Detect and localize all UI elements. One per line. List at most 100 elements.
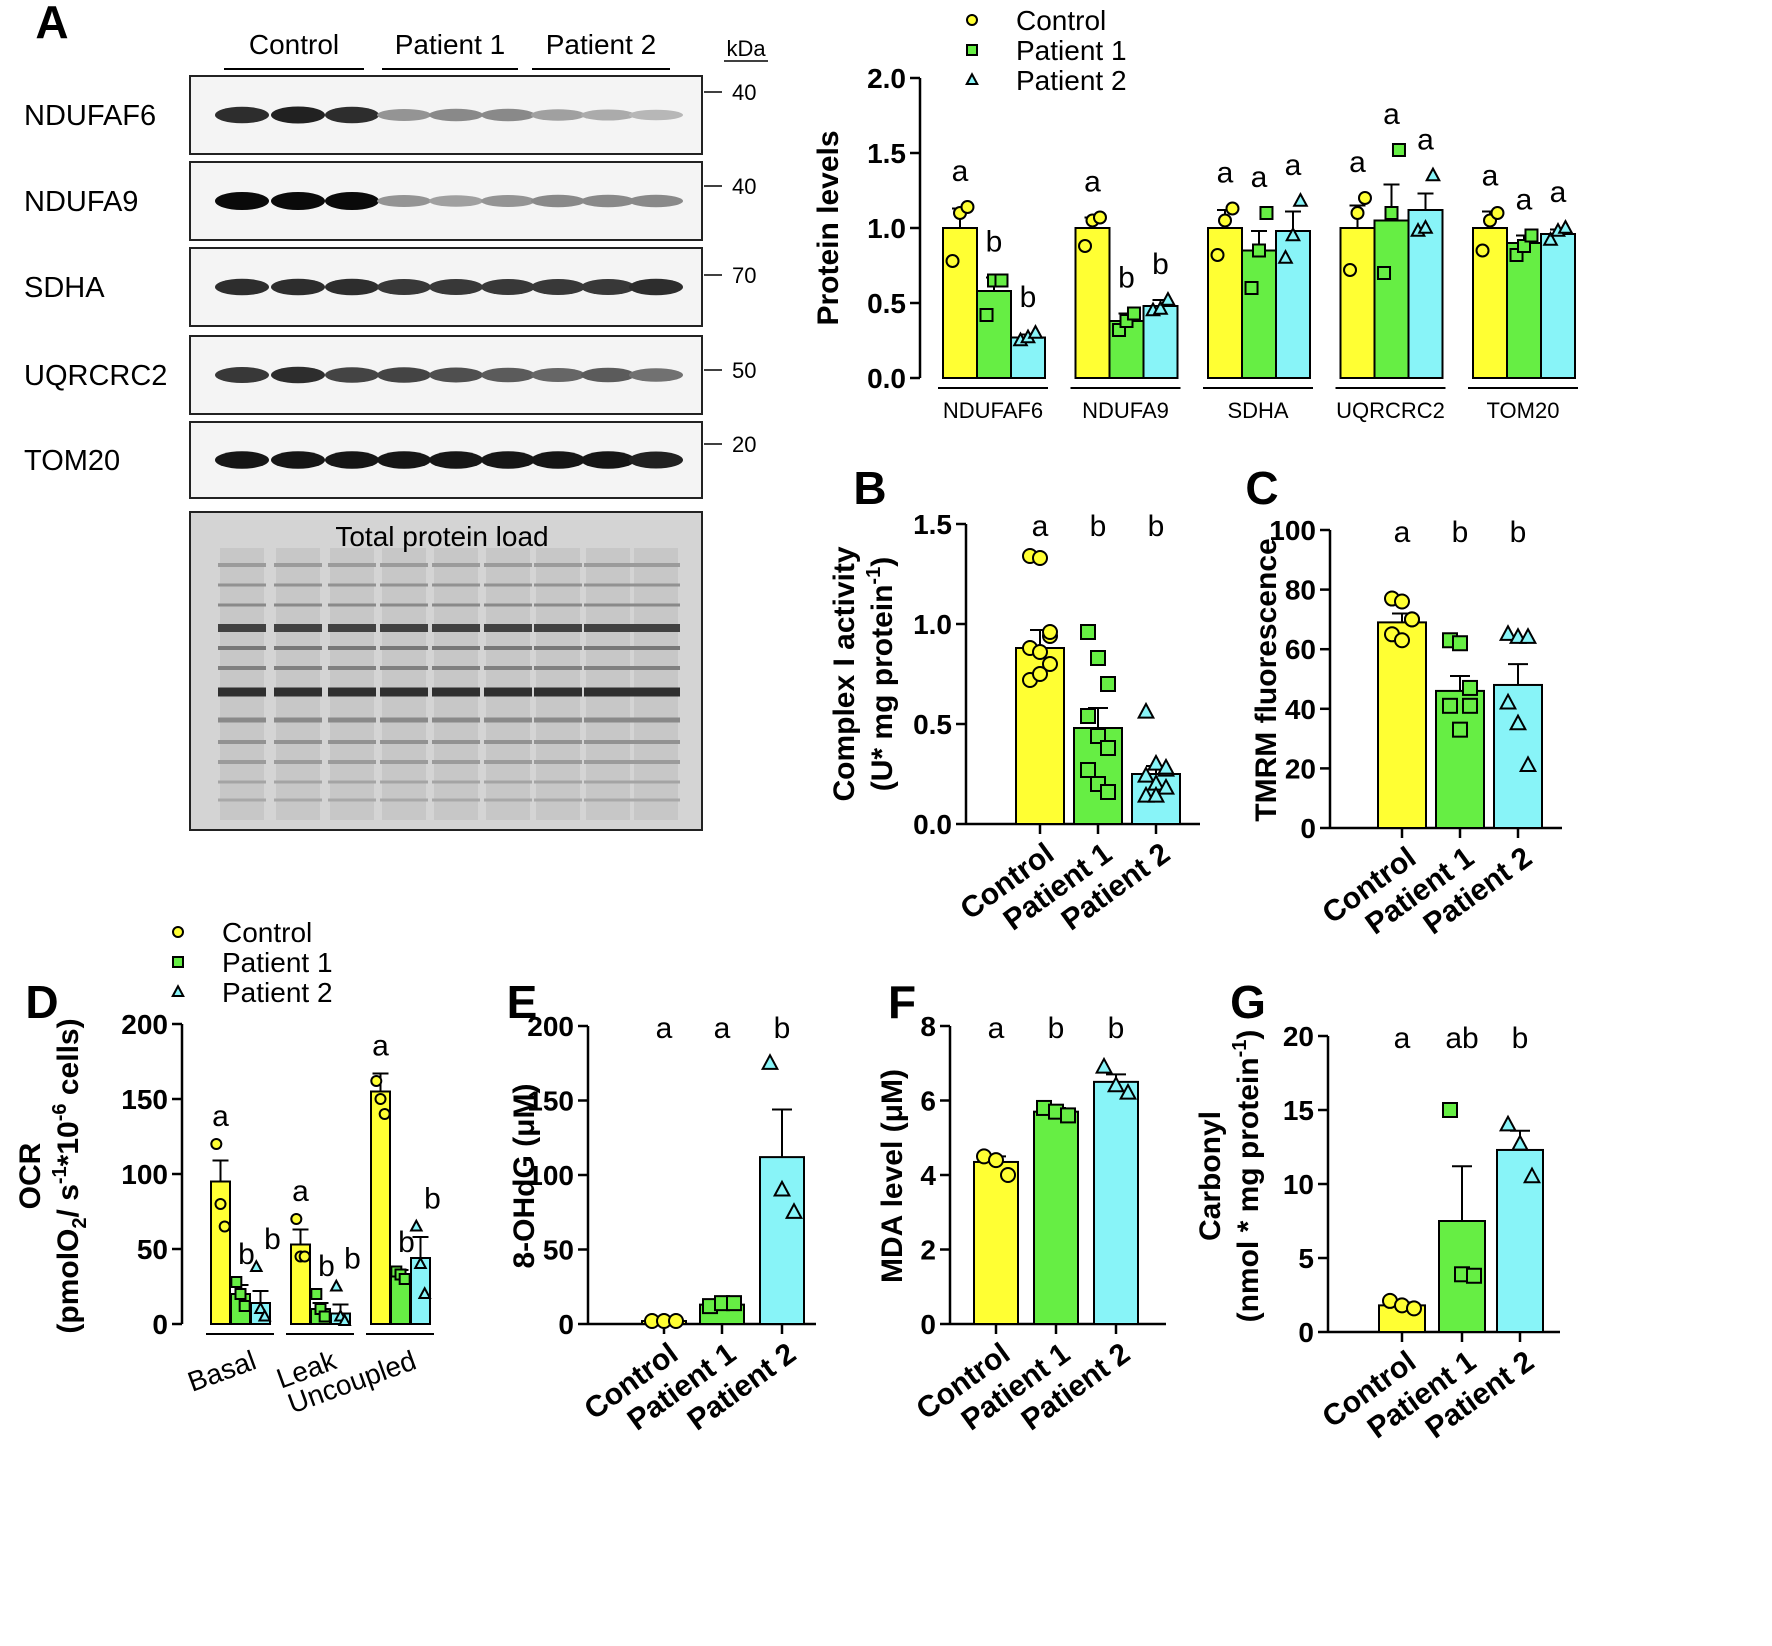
data-point xyxy=(257,1308,272,1322)
data-point xyxy=(398,1273,411,1285)
gel-band xyxy=(534,780,582,784)
bar xyxy=(942,227,978,379)
y-tick-label: 40 xyxy=(1285,694,1316,725)
blot-group-label: Control xyxy=(249,29,339,60)
gel-band xyxy=(274,646,322,650)
significance-letter: b xyxy=(986,226,1003,259)
data-point xyxy=(1442,697,1458,714)
data-point xyxy=(238,1300,251,1312)
data-point xyxy=(1452,721,1468,738)
y-axis-label: OCR xyxy=(14,1142,47,1209)
y-tick-label: 50 xyxy=(137,1234,168,1265)
data-point xyxy=(290,1213,303,1225)
gel-band xyxy=(534,687,582,697)
significance-letter: b xyxy=(1020,281,1037,314)
data-point xyxy=(994,273,1009,288)
kda-value: 40 xyxy=(732,80,756,105)
kda-value: 20 xyxy=(732,432,756,457)
blot-band xyxy=(377,279,431,295)
blot-band xyxy=(215,451,269,469)
gel-band xyxy=(380,646,428,650)
data-point xyxy=(1146,785,1166,803)
panel-letter: F xyxy=(888,976,916,1028)
gel-band xyxy=(432,687,480,697)
data-point xyxy=(337,1313,352,1326)
data-point xyxy=(310,1288,323,1300)
gel-band xyxy=(218,603,266,607)
gel-band xyxy=(432,740,480,744)
y-axis-label: Complex I activity xyxy=(828,546,861,801)
gel-lane xyxy=(330,548,374,820)
gel-band xyxy=(380,740,428,744)
data-point xyxy=(210,1138,223,1150)
gel-band xyxy=(380,798,428,802)
data-point xyxy=(1417,218,1434,234)
data-point xyxy=(1498,692,1518,710)
significance-letter: b xyxy=(1090,510,1107,543)
gel-band xyxy=(484,780,532,784)
data-point xyxy=(1357,191,1372,205)
blot-band xyxy=(531,368,585,382)
data-point xyxy=(1498,1114,1518,1132)
significance-letter: b xyxy=(264,1223,281,1256)
y-tick-label: 20 xyxy=(1283,1021,1314,1052)
data-point xyxy=(1218,213,1232,228)
blot-band xyxy=(629,194,683,208)
significance-letter: b xyxy=(398,1226,415,1259)
western-blot-panel: A Control Patient 1 Patient 2 kDa NDUFAF6 40 ND… xyxy=(24,0,768,831)
y-tick-label: 0 xyxy=(920,1309,936,1340)
category-label: UQRCRC2 xyxy=(1336,398,1445,423)
gel-band xyxy=(328,666,376,670)
data-point xyxy=(417,1286,432,1299)
gel-band xyxy=(632,760,680,764)
y-tick-label: 150 xyxy=(121,1084,168,1115)
blot-band xyxy=(271,192,325,210)
gel-band xyxy=(380,780,428,784)
y-tick-label: 0.0 xyxy=(867,363,906,394)
gel-band xyxy=(328,717,376,723)
data-point xyxy=(1475,243,1490,258)
blot-band xyxy=(581,109,635,121)
gel-band xyxy=(534,583,582,587)
gel-band xyxy=(218,583,266,587)
blot-band xyxy=(629,109,683,121)
gel-band xyxy=(632,666,680,670)
significance-letter: a xyxy=(1285,149,1302,182)
y-label-part: / s xyxy=(52,1184,85,1217)
y-tick-label: 100 xyxy=(1269,515,1316,546)
y-tick-label: 0 xyxy=(1298,1317,1314,1348)
gel-band xyxy=(632,583,680,587)
panel-letter: B xyxy=(853,462,886,514)
y-label-part: -1 xyxy=(1229,1040,1251,1058)
significance-letter: b xyxy=(1452,516,1469,549)
bar xyxy=(1033,1110,1079,1326)
gel-band xyxy=(584,666,632,670)
gel-band xyxy=(328,603,376,607)
data-point xyxy=(1517,239,1531,253)
significance-letter: a xyxy=(1349,146,1366,179)
y-axis-label: MDA level (μM) xyxy=(876,1069,909,1283)
gel-band xyxy=(584,583,632,587)
data-point xyxy=(1524,228,1539,243)
gel-band xyxy=(432,624,480,632)
data-point xyxy=(1277,248,1294,264)
gel-band xyxy=(584,624,632,632)
data-point xyxy=(979,308,994,322)
gel-band xyxy=(584,760,632,764)
data-point xyxy=(1404,611,1420,628)
chart-panel-d: D 0 50 100 150 200 OCR(pmolO2/ s-1*10-6 cells)… xyxy=(14,917,441,1419)
data-point xyxy=(1508,713,1528,731)
blot-band xyxy=(481,108,535,122)
gel-band xyxy=(380,583,428,587)
data-point xyxy=(1032,550,1048,566)
gel-band xyxy=(534,798,582,802)
gel-band xyxy=(534,624,582,632)
significance-letter: a xyxy=(1516,184,1533,217)
y-label-part: (pmolO xyxy=(52,1229,85,1334)
data-point xyxy=(1106,1075,1126,1093)
significance-letter: a xyxy=(1383,98,1400,131)
gel-band xyxy=(274,740,322,744)
